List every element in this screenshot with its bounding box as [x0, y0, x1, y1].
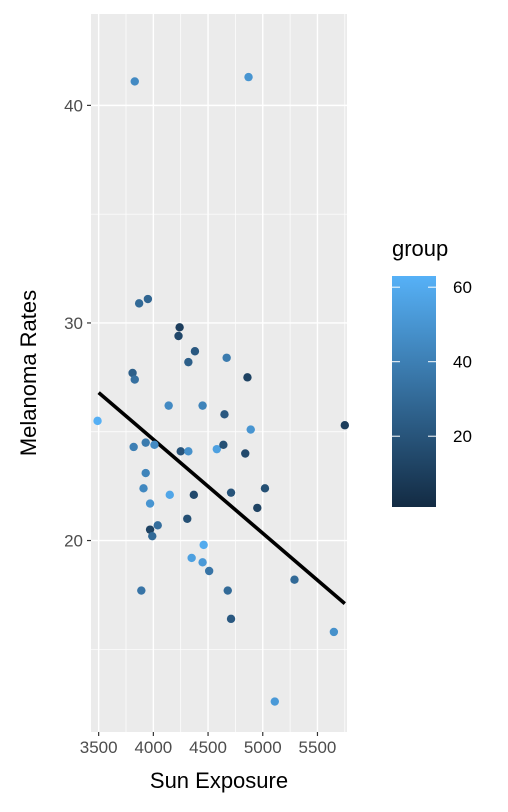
x-tick-label: 3500: [80, 738, 118, 757]
data-point: [129, 442, 138, 452]
y-axis-ticks: 20 30 40: [64, 96, 91, 551]
data-point: [145, 525, 155, 534]
data-point: [130, 77, 139, 86]
data-point: [189, 490, 199, 500]
x-tick-label: 4000: [134, 738, 172, 757]
data-point: [329, 627, 339, 637]
data-point: [198, 401, 207, 410]
minor-gridlines: [91, 14, 347, 732]
data-point: [219, 440, 228, 449]
trend-line: [97, 391, 346, 605]
data-point: [148, 531, 157, 541]
data-point: [145, 499, 155, 508]
data-point: [187, 553, 196, 563]
data-point: [340, 421, 350, 430]
x-axis-ticks: 3500 4000 4500 5000 5500: [80, 732, 337, 757]
data-point: [204, 566, 214, 576]
x-tick-label: 5500: [299, 738, 337, 757]
data-point: [141, 468, 150, 478]
data-point: [137, 586, 146, 595]
data-point: [130, 375, 139, 384]
data-point: [143, 294, 153, 304]
legend-colorbar: [392, 276, 436, 507]
y-tick-label: 40: [64, 96, 83, 115]
x-tick-label: 4500: [189, 738, 227, 757]
data-point: [241, 449, 250, 458]
y-axis-title: Melanoma Rates: [16, 290, 41, 456]
data-points: [93, 72, 350, 706]
legend-ticks: 20 40 60: [392, 278, 472, 446]
data-point: [198, 558, 207, 567]
data-point: [226, 488, 236, 497]
legend-tick-label: 20: [453, 427, 472, 446]
data-point: [164, 401, 173, 410]
data-point: [184, 357, 193, 367]
legend-tick-label: 60: [453, 278, 472, 297]
data-point: [199, 540, 208, 550]
data-point: [184, 447, 193, 456]
data-point: [243, 373, 252, 382]
data-point: [226, 614, 236, 624]
data-point: [141, 438, 150, 447]
data-point: [150, 440, 159, 449]
trend-line-layer: [97, 391, 346, 605]
data-point: [93, 416, 102, 426]
data-point: [253, 503, 262, 513]
data-point: [260, 484, 270, 493]
data-point: [220, 410, 229, 419]
legend-title: group: [392, 236, 448, 261]
data-point: [134, 299, 144, 308]
y-tick-label: 20: [64, 532, 83, 551]
data-point: [246, 425, 255, 434]
data-point: [176, 447, 185, 456]
data-point: [139, 484, 148, 493]
data-point: [128, 368, 137, 378]
major-gridlines: [91, 14, 347, 732]
data-point: [212, 444, 222, 454]
data-point: [244, 72, 253, 82]
x-axis-title: Sun Exposure: [150, 768, 288, 793]
data-point: [174, 331, 183, 341]
y-tick-label: 30: [64, 314, 83, 333]
data-point: [165, 490, 174, 500]
data-point: [222, 353, 231, 362]
x-tick-label: 5000: [244, 738, 282, 757]
data-point: [175, 323, 184, 332]
data-point: [190, 347, 200, 356]
data-point: [183, 514, 192, 523]
legend-tick-label: 40: [453, 353, 472, 372]
data-point: [153, 521, 162, 530]
data-point: [270, 697, 279, 706]
data-point: [290, 575, 299, 584]
data-point: [223, 586, 232, 595]
